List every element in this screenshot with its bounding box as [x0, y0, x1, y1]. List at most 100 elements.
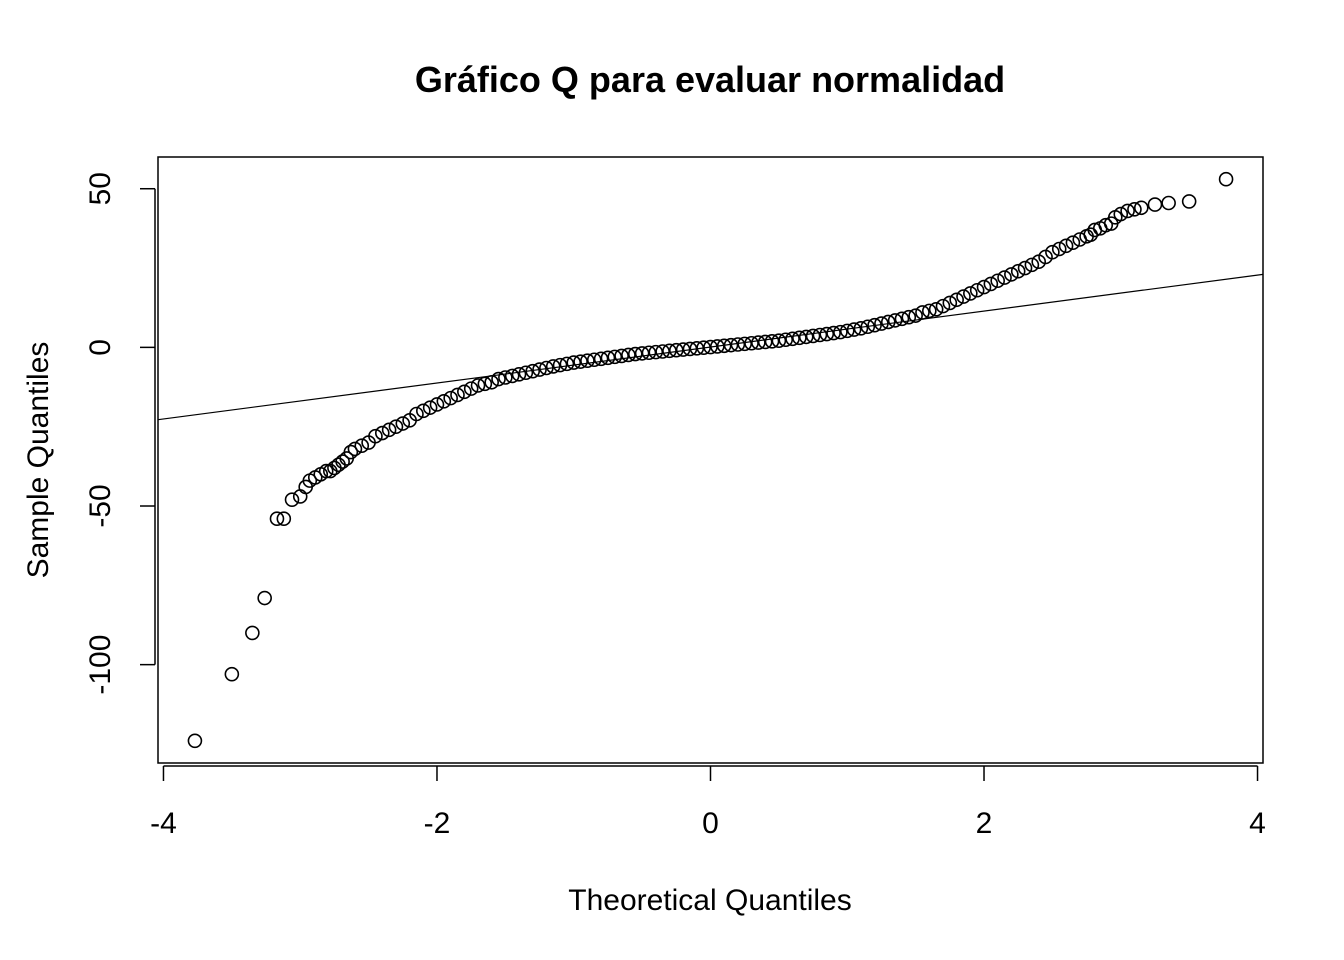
data-point	[785, 331, 800, 347]
data-point	[491, 371, 506, 387]
data-point	[874, 316, 889, 331]
data-point	[1181, 194, 1197, 209]
data-point	[224, 666, 240, 682]
data-point	[580, 353, 595, 368]
data-point	[1065, 235, 1081, 250]
data-point	[853, 321, 869, 336]
data-point	[470, 378, 486, 393]
data-point	[450, 387, 465, 403]
x-axis-label: Theoretical Quantiles	[568, 884, 851, 917]
data-point	[990, 273, 1005, 289]
data-point	[846, 322, 862, 337]
data-point	[894, 311, 910, 327]
data-points	[187, 171, 1234, 749]
data-point	[1058, 238, 1074, 254]
data-point	[935, 298, 951, 314]
data-point	[764, 334, 780, 349]
data-point	[983, 276, 999, 292]
data-point	[621, 347, 636, 363]
y-axis-label: Sample Quantiles	[22, 342, 55, 579]
data-point	[1098, 217, 1114, 233]
data-point	[1218, 171, 1234, 187]
data-point	[457, 384, 472, 400]
y-tick-label: 50	[84, 172, 117, 205]
y-tick-label: -50	[84, 484, 117, 527]
data-point	[269, 511, 285, 526]
chart-title: Gráfico Q para evaluar normalidad	[415, 59, 1005, 100]
data-point	[257, 590, 272, 606]
data-point	[343, 444, 359, 460]
data-point	[771, 333, 787, 349]
data-point	[922, 303, 937, 319]
data-point	[1147, 197, 1163, 212]
data-point	[839, 323, 855, 339]
data-point	[498, 370, 513, 385]
data-point	[368, 428, 383, 444]
data-point	[374, 425, 390, 441]
y-tick-label: -100	[84, 635, 117, 695]
data-point	[552, 357, 568, 373]
data-point	[887, 313, 903, 328]
data-point	[539, 360, 554, 376]
data-point	[949, 292, 964, 308]
x-axis: -4 -2 0 2 4	[150, 765, 1266, 840]
data-point	[833, 324, 848, 340]
y-tick-label: 0	[84, 339, 117, 356]
x-tick-label: 4	[1249, 807, 1266, 840]
x-tick-label: -4	[150, 807, 177, 840]
data-point	[463, 381, 479, 396]
data-point	[778, 332, 794, 348]
data-point	[1113, 206, 1129, 222]
data-point	[1133, 200, 1149, 216]
data-point	[477, 376, 493, 392]
data-point	[908, 308, 923, 323]
data-point	[331, 457, 346, 473]
data-point	[416, 403, 431, 419]
data-point	[1017, 260, 1033, 276]
data-point	[1024, 257, 1040, 273]
data-point	[409, 406, 424, 422]
data-point	[511, 367, 527, 382]
data-point	[318, 463, 334, 479]
data-point	[867, 317, 882, 333]
data-point	[1120, 203, 1135, 219]
data-point	[347, 441, 363, 457]
data-point	[335, 454, 350, 469]
data-point	[573, 354, 588, 369]
data-point	[422, 400, 438, 415]
data-point	[525, 363, 541, 379]
data-point	[443, 390, 458, 406]
data-point	[586, 352, 602, 368]
data-point	[901, 309, 917, 325]
data-point	[928, 301, 944, 317]
data-point	[292, 489, 308, 504]
data-point	[545, 359, 561, 374]
data-point	[532, 362, 547, 377]
data-point	[1051, 241, 1067, 257]
data-point	[245, 625, 260, 641]
data-point	[819, 326, 835, 342]
data-point	[1010, 263, 1026, 279]
data-point	[518, 365, 534, 381]
data-point	[963, 286, 978, 301]
data-point	[429, 397, 445, 412]
data-point	[826, 325, 841, 341]
x-tick-label: -2	[424, 807, 451, 840]
data-point	[436, 394, 452, 409]
data-point	[607, 349, 623, 365]
data-point	[805, 328, 821, 344]
data-point	[600, 350, 616, 366]
data-point	[1004, 267, 1019, 282]
data-point	[187, 733, 203, 749]
data-point	[880, 314, 896, 330]
data-point	[614, 348, 629, 364]
data-point	[942, 295, 958, 311]
data-point	[812, 327, 828, 343]
data-point	[484, 374, 499, 390]
data-point	[798, 329, 814, 345]
data-point	[1161, 195, 1176, 211]
data-point	[969, 282, 985, 298]
data-point	[593, 351, 609, 367]
data-point	[566, 355, 582, 370]
